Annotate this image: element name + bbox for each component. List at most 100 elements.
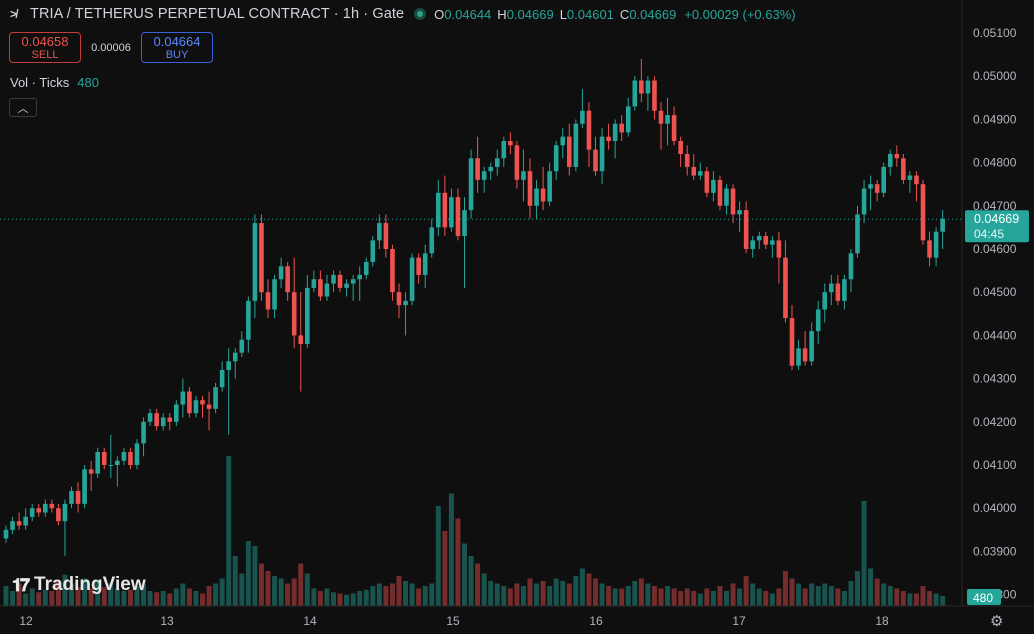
candle-body — [200, 400, 205, 405]
candle-body — [95, 452, 100, 474]
market-status-icon — [414, 8, 427, 20]
candle-body — [265, 292, 271, 310]
symbol-title[interactable]: TRIA / TETHERUS PERPETUAL CONTRACT · 1h … — [30, 6, 405, 22]
candle-body — [88, 469, 94, 474]
volume-bar — [861, 501, 867, 606]
time-tick-label: 13 — [160, 614, 174, 628]
close-value: 0.04669 — [629, 6, 677, 22]
volume-bar — [927, 591, 933, 606]
volume-bar — [265, 571, 271, 606]
candle-body — [278, 266, 284, 280]
volume-bar — [147, 591, 153, 606]
volume-bar — [429, 583, 435, 606]
buy-button[interactable]: 0.04664 BUY — [141, 32, 213, 63]
gear-icon[interactable]: ⚙ — [990, 613, 1004, 630]
price-tick-label: 0.04800 — [973, 156, 1017, 170]
sell-label: SELL — [31, 48, 59, 61]
volume-bar — [383, 586, 389, 606]
volume-bar — [606, 586, 612, 606]
watermark-text: TradingView — [34, 574, 146, 595]
candle-body — [174, 404, 179, 422]
volume-bar — [855, 571, 860, 606]
candle-body — [527, 171, 533, 206]
volume-bar — [900, 591, 906, 606]
candle-body — [246, 300, 251, 340]
volume-bar — [494, 583, 500, 606]
tradingview-watermark[interactable]: 𝟏𝟕 TradingView — [12, 574, 146, 596]
buy-price: 0.04664 — [153, 33, 201, 49]
candle-body — [855, 214, 860, 254]
candle-body — [180, 391, 186, 405]
candle-body — [36, 508, 42, 513]
volume-bar — [337, 593, 343, 606]
volume-bar — [55, 581, 61, 606]
volume-bar — [625, 586, 631, 606]
candle-body — [750, 240, 755, 249]
volume-bar — [23, 593, 29, 606]
volume-bar — [540, 581, 546, 606]
volume-bar — [389, 583, 395, 606]
collapse-legend-button[interactable]: ︿ — [9, 98, 37, 117]
volume-bar — [828, 586, 834, 606]
candle-body — [193, 400, 199, 414]
candle-body — [540, 188, 546, 202]
tradingview-logo-icon: 𝟏𝟕 — [12, 574, 30, 595]
candle-body — [357, 274, 362, 280]
candle-body — [62, 503, 68, 522]
candle-body — [206, 404, 212, 409]
volume-bar — [173, 588, 179, 606]
candle-body — [134, 443, 140, 465]
candle-body — [894, 153, 900, 159]
volume-bar — [134, 586, 140, 606]
candle-body — [56, 508, 61, 522]
volume-bar — [802, 588, 808, 606]
volume-badge-label: 480 — [973, 591, 993, 605]
volume-bar — [29, 588, 35, 606]
volume-bar — [127, 589, 133, 606]
volume-bar — [10, 591, 16, 606]
last-price-badge — [965, 210, 1029, 243]
volume-bar — [245, 541, 251, 606]
candle-body — [796, 348, 801, 366]
price-tick-label: 0.04600 — [973, 242, 1017, 256]
volume-bar — [593, 578, 598, 606]
ohlc-values: O0.04644 H0.04669 L0.04601 C0.04669 +0.0… — [434, 7, 795, 22]
volume-bar — [665, 586, 671, 606]
candle-body — [291, 292, 297, 336]
candle-body — [239, 339, 245, 353]
volume-bar — [651, 586, 657, 606]
volume-badge — [967, 589, 1001, 605]
high-label: H — [497, 6, 507, 22]
candle-body — [756, 236, 762, 241]
candle-body — [252, 223, 258, 301]
candle-body — [285, 266, 290, 293]
candle-body — [678, 141, 683, 154]
volume-bar — [822, 583, 828, 606]
candle-body — [232, 352, 238, 362]
time-tick-label: 16 — [589, 614, 603, 628]
candle-body — [632, 80, 638, 107]
price-tick-label: 0.04500 — [973, 285, 1017, 299]
volume-bar — [232, 556, 238, 606]
price-tick-label: 0.04700 — [973, 199, 1017, 213]
candle-body — [49, 503, 55, 509]
volume-bar — [933, 593, 939, 606]
candle-body — [501, 141, 507, 159]
sell-button[interactable]: 0.04658 SELL — [9, 32, 81, 63]
candle-body — [658, 110, 664, 124]
volume-bar — [724, 591, 729, 606]
candle-body — [82, 469, 87, 504]
volume-bar — [82, 578, 88, 606]
volume-legend[interactable]: Vol · Ticks 480 — [10, 75, 99, 90]
volume-bar — [167, 593, 173, 606]
low-label: L — [559, 6, 567, 22]
candle-body — [23, 516, 28, 526]
time-tick-label: 18 — [875, 614, 889, 628]
candle-body — [514, 145, 520, 180]
volume-bar — [501, 586, 507, 606]
volume-bar — [252, 546, 258, 606]
volume-bar — [566, 583, 572, 606]
candle-body — [305, 287, 310, 345]
volume-bar — [101, 587, 107, 606]
